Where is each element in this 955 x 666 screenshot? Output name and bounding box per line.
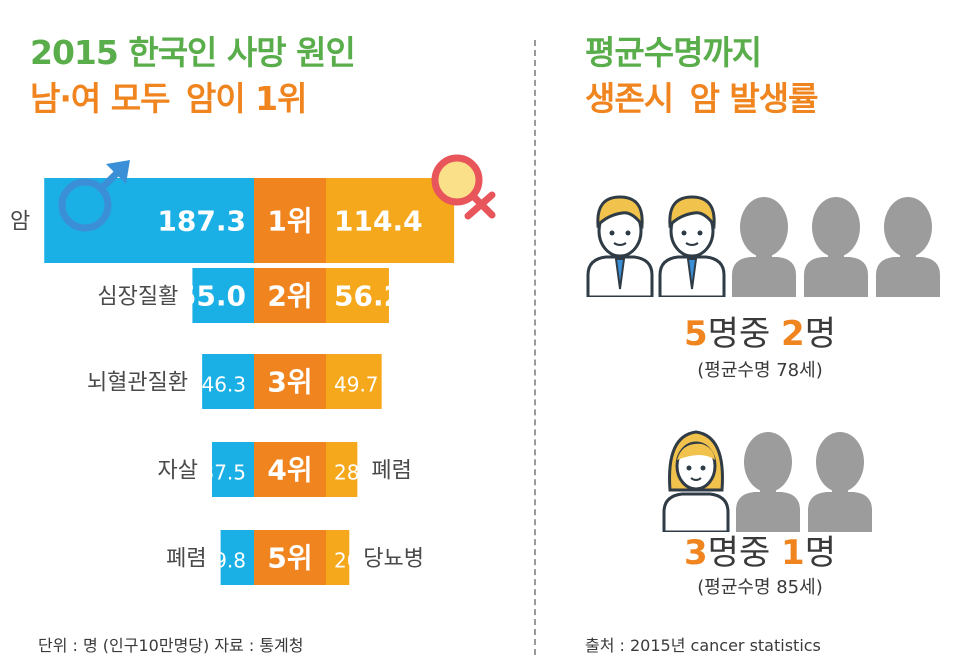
unit-note: 단위 : 명 (인구10만명당) 자료 : 통계청 bbox=[38, 636, 304, 655]
right-title-highlight: 암 발생률 bbox=[684, 79, 824, 118]
section-divider bbox=[534, 40, 536, 655]
female-value-label-1: 114.4 bbox=[334, 205, 423, 238]
male-stat-suffix: 명 bbox=[804, 314, 836, 354]
category-label-2: 심장질활 bbox=[97, 285, 178, 310]
male-stat: 5명중 2명 bbox=[585, 306, 935, 355]
man-icon bbox=[658, 195, 726, 299]
left-title: 2015 한국인 사망 원인 남·여 모두 암이 1위 bbox=[30, 30, 356, 122]
male-value-label-3: 46.3 bbox=[201, 373, 246, 397]
female-bar-2 bbox=[326, 268, 389, 323]
category-label-1: 암 bbox=[10, 210, 30, 235]
female-people-group bbox=[662, 420, 878, 536]
rank-label-3: 3위 bbox=[267, 366, 312, 399]
rank-cell-3 bbox=[254, 354, 326, 409]
man-icon bbox=[586, 195, 654, 299]
female-value-label-2: 56.2 bbox=[334, 280, 403, 313]
male-symbol-arrowhead bbox=[106, 160, 130, 184]
right-title: 평균수명까지 생존시 암 발생률 bbox=[585, 30, 824, 122]
source-note: 출처 : 2015년 cancer statistics bbox=[585, 636, 821, 655]
male-symbol-icon bbox=[58, 178, 112, 232]
male-stat-affected: 2 bbox=[781, 314, 805, 354]
female-category-label-4: 폐렴 bbox=[371, 459, 411, 484]
female-stat-affected: 1 bbox=[781, 533, 805, 573]
male-bar-1 bbox=[44, 178, 254, 263]
female-value-label-3: 49.7 bbox=[334, 373, 379, 397]
rank-cell-1 bbox=[254, 178, 326, 263]
rank-cell-5 bbox=[254, 530, 326, 585]
female-stat-total: 3 bbox=[684, 533, 708, 573]
female-symbol-cross bbox=[464, 191, 496, 220]
male-value-label-2: 55.0 bbox=[177, 280, 246, 313]
rank-cell-2 bbox=[254, 268, 326, 323]
rank-label-1: 1위 bbox=[267, 205, 312, 238]
female-stat: 3명중 1명 bbox=[585, 525, 935, 574]
male-bar-4 bbox=[212, 442, 254, 497]
rank-label-4: 4위 bbox=[267, 454, 312, 487]
category-label-4: 자살 bbox=[158, 459, 198, 484]
female-stat-suffix: 명 bbox=[804, 533, 836, 573]
male-bar-5 bbox=[220, 530, 254, 585]
rank-cell-4 bbox=[254, 442, 326, 497]
male-bar-2 bbox=[192, 268, 254, 323]
female-stat-sub: (평균수명 85세) bbox=[697, 577, 823, 598]
male-people-group bbox=[586, 185, 946, 301]
male-stat-sub: (평균수명 78세) bbox=[697, 360, 823, 381]
male-bar-3 bbox=[202, 354, 254, 409]
female-bar-5 bbox=[326, 530, 350, 585]
category-label-3: 뇌혈관질환 bbox=[87, 371, 188, 396]
rank-label-2: 2위 bbox=[267, 280, 312, 313]
male-value-label-4: 37.5 bbox=[201, 461, 246, 485]
person-silhouette-icon bbox=[804, 197, 868, 297]
female-stat-mid: 명중 bbox=[707, 533, 782, 573]
male-value-label-5: 29.8 bbox=[201, 549, 246, 573]
right-title-prefix: 생존시 bbox=[585, 79, 684, 118]
person-silhouette-icon bbox=[736, 432, 800, 532]
left-title-highlight: 암이 1위 bbox=[180, 79, 313, 118]
right-title-line1: 평균수명까지 bbox=[585, 33, 762, 72]
death-cause-chart: 187.3 1위 114.4 암 55.0 2위 56.2 심장질활 46.3 3위 49.7 뇌혈관… bbox=[10, 154, 496, 585]
left-title-line2: 남·여 모두 암이 1위 bbox=[30, 76, 355, 122]
male-value-label-1: 187.3 bbox=[157, 205, 246, 238]
person-silhouette-icon bbox=[808, 432, 872, 532]
person-silhouette-icon bbox=[876, 197, 940, 297]
left-title-line1: 2015 한국인 사망 원인 bbox=[30, 33, 356, 72]
left-title-prefix: 남·여 모두 bbox=[30, 79, 180, 118]
female-value-label-5: 20.8 bbox=[334, 549, 379, 573]
male-stat-mid: 명중 bbox=[707, 314, 782, 354]
female-bar-1 bbox=[326, 178, 455, 263]
female-value-label-4: 28.0 bbox=[334, 461, 379, 485]
woman-icon bbox=[662, 430, 730, 534]
right-title-highlight-text: 암 발생률 bbox=[689, 79, 819, 118]
person-silhouette-icon bbox=[732, 197, 796, 297]
female-symbol-icon bbox=[431, 154, 483, 206]
female-bar-3 bbox=[326, 354, 382, 409]
female-bar-4 bbox=[326, 442, 358, 497]
category-label-5: 폐렴 bbox=[166, 547, 206, 572]
female-category-label-5: 당뇨병 bbox=[363, 547, 424, 572]
rank-label-5: 5위 bbox=[267, 542, 312, 575]
male-stat-total: 5 bbox=[684, 314, 708, 354]
right-title-line2: 생존시 암 발생률 bbox=[585, 76, 824, 122]
left-title-highlight-text: 암이 1위 bbox=[185, 79, 308, 118]
